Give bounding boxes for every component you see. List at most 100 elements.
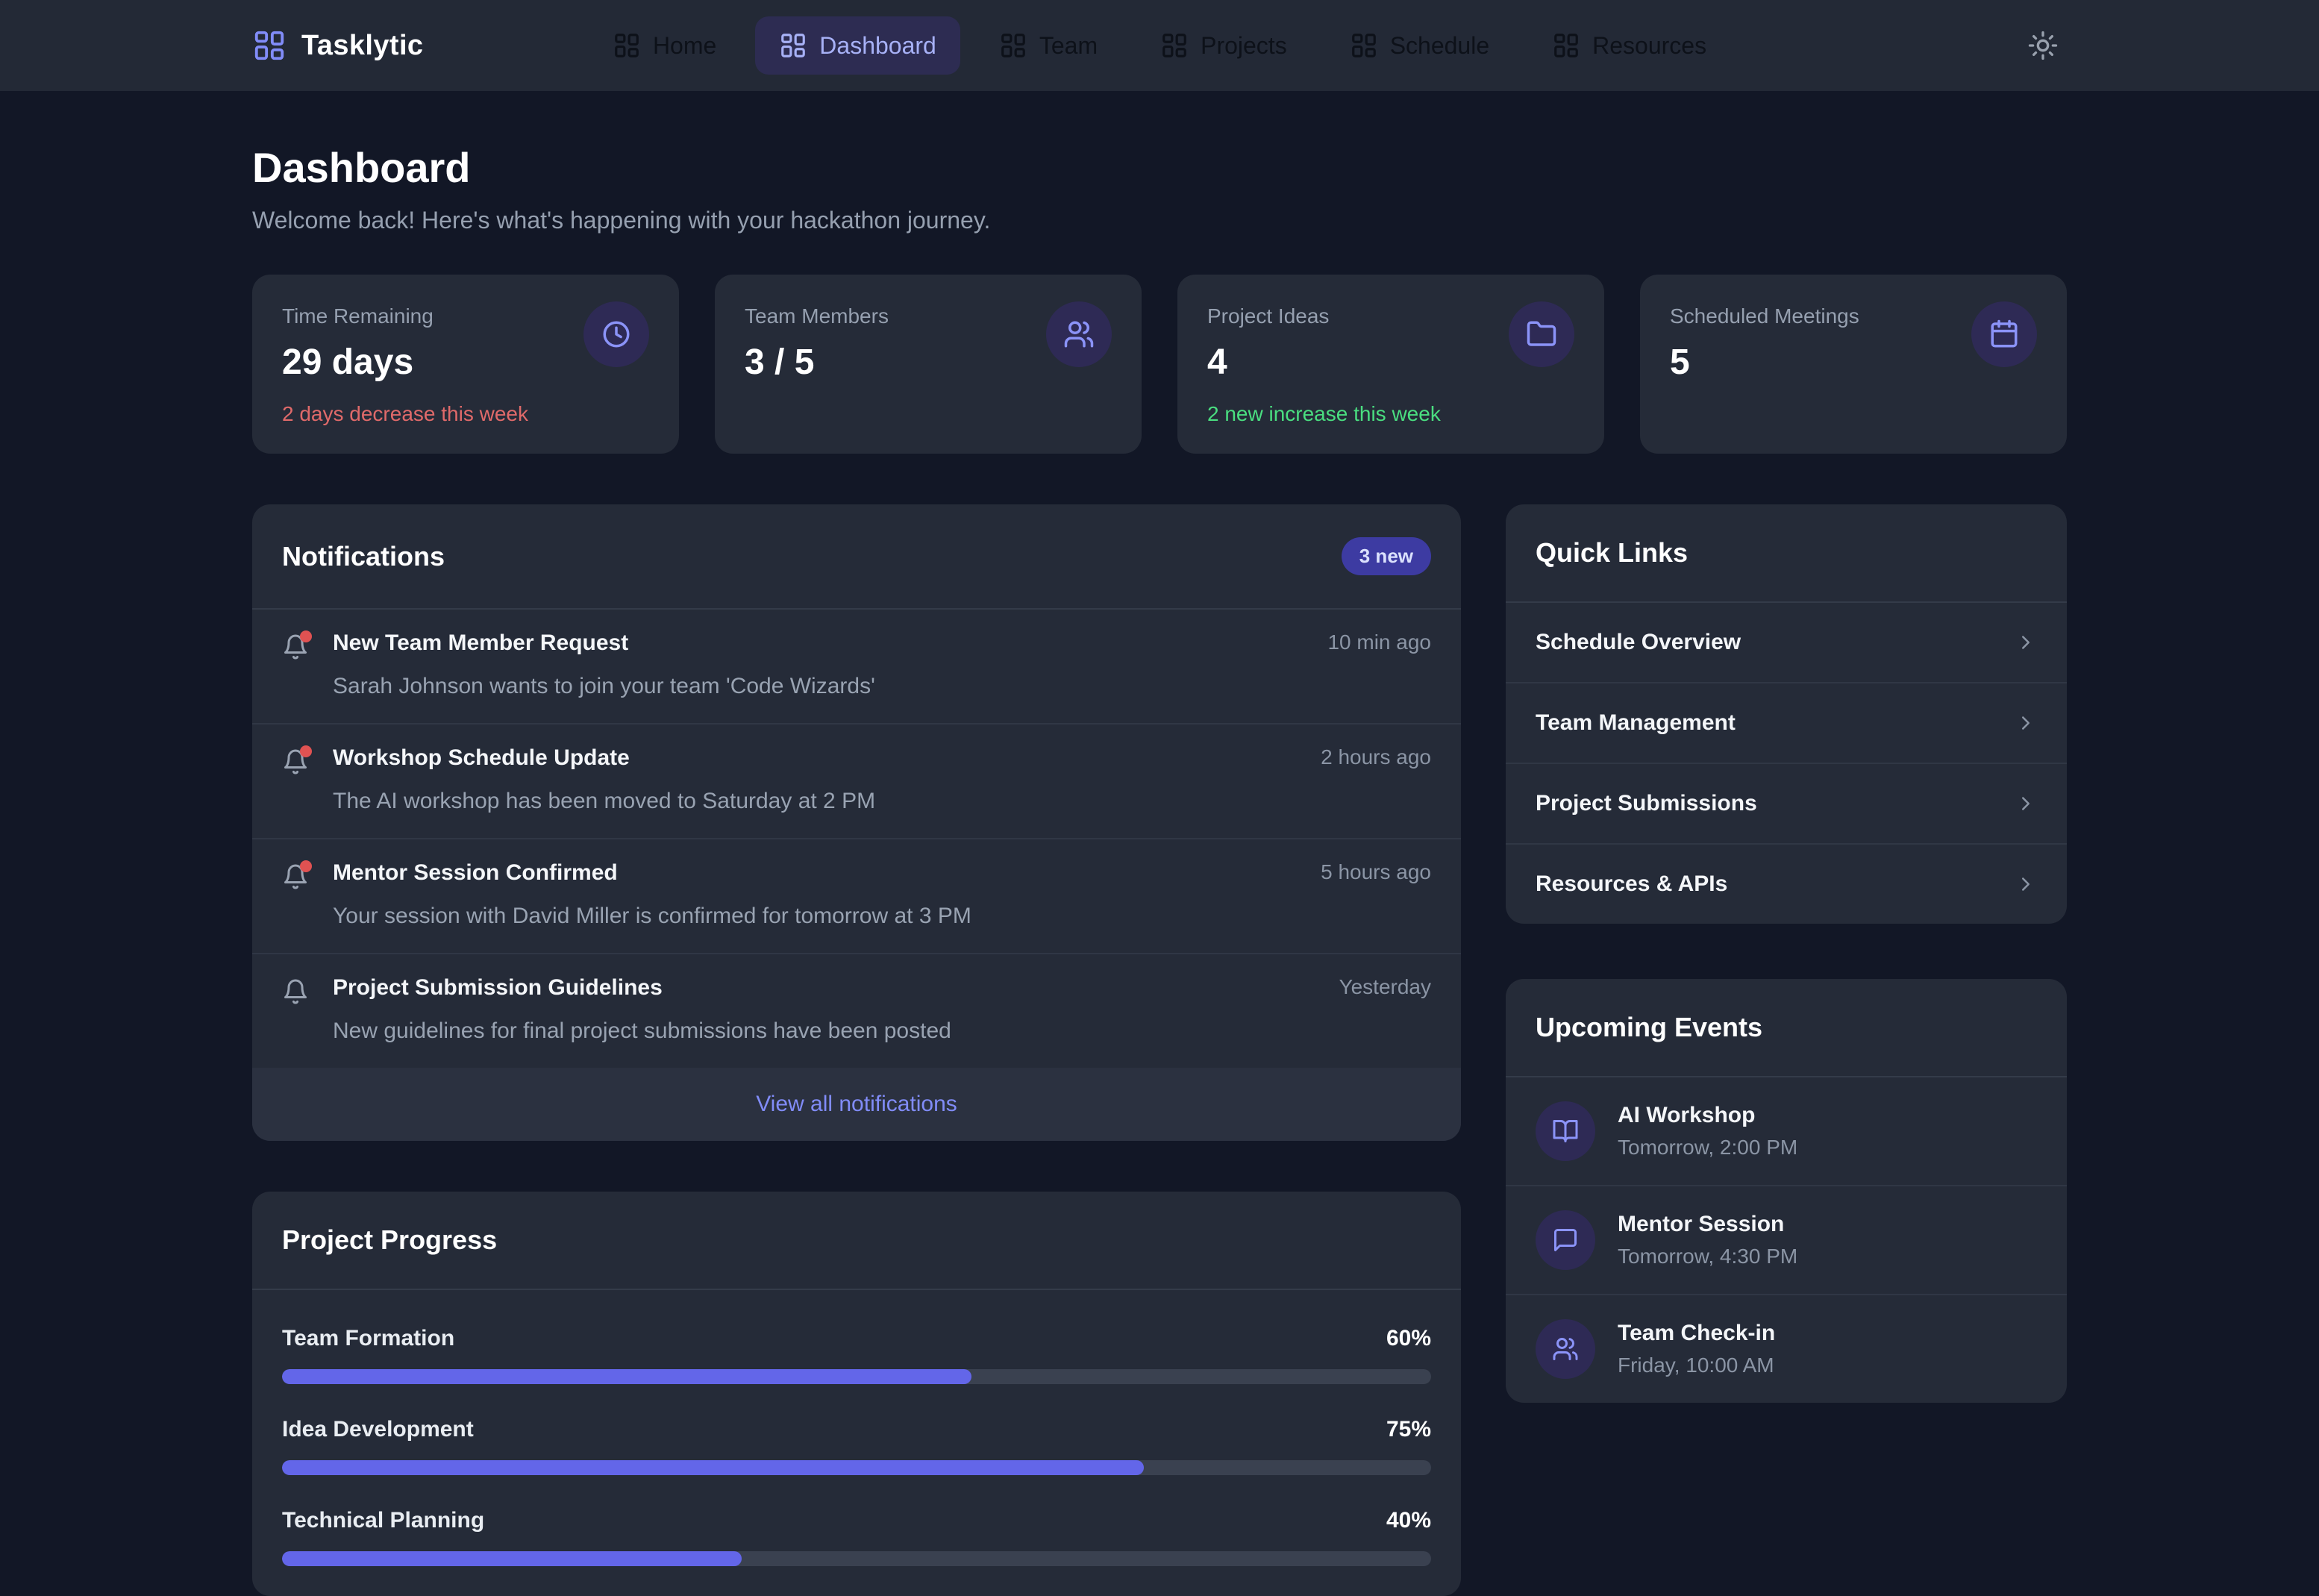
event-title: AI Workshop [1618,1103,1756,1127]
progress-bar-fill [282,1460,1144,1475]
event-item-ai-workshop[interactable]: AI Workshop Tomorrow, 2:00 PM [1506,1077,2067,1186]
nav-item-label: Projects [1201,31,1287,59]
quick-links-title: Quick Links [1536,537,1689,568]
dashboard-grid-icon [615,34,639,57]
nav-item-schedule[interactable]: Schedule [1326,16,1513,75]
nav-item-home[interactable]: Home [589,16,740,75]
page-title: Dashboard [252,144,471,191]
notification-title: Workshop Schedule Update [333,745,630,770]
notification-item[interactable]: Mentor Session Confirmed 5 hours ago You… [252,839,1461,954]
quick-link-label: Schedule Overview [1536,630,1741,654]
nav-item-dashboard[interactable]: Dashboard [755,16,960,75]
progress-bar-track [282,1460,1431,1475]
notifications-title: Notifications [282,540,445,572]
view-all-notifications-label: View all notifications [756,1092,957,1116]
bell-icon [282,860,312,893]
notification-description: Sarah Johnson wants to join your team 'C… [333,674,875,698]
nav-item-label: Resources [1592,31,1707,59]
progress-label: Team Formation [282,1326,455,1351]
upcoming-events-panel: Upcoming Events AI Workshop Tomorrow, 2:… [1506,979,2067,1403]
nav-item-resources[interactable]: Resources [1528,16,1730,75]
nav-item-team[interactable]: Team [975,16,1121,75]
nav-item-projects[interactable]: Projects [1136,16,1311,75]
quick-link-resources-apis[interactable]: Resources & APIs [1506,845,2067,924]
nav-links: Home Dashboard Team Projects Schedule Re… [589,16,1730,75]
event-time: Tomorrow, 4:30 PM [1618,1245,1798,1268]
dashboard-grid-icon [1162,34,1186,57]
dashboard-grid-icon [1351,34,1376,57]
nav-item-label: Home [652,31,717,59]
project-progress-panel: Project Progress Team Formation 60% Idea… [252,1192,1461,1596]
quick-links-panel: Quick Links Schedule Overview Team Manag… [1506,504,2067,924]
progress-label: Idea Development [282,1417,474,1442]
stat-value: 3 / 5 [745,342,815,382]
quick-link-schedule-overview[interactable]: Schedule Overview [1506,603,2067,683]
chevron-right-icon [2022,716,2029,730]
brand-logo-icon [252,28,287,63]
users-icon [1046,301,1112,367]
view-all-notifications-button[interactable]: View all notifications [252,1068,1461,1141]
unread-dot [300,860,312,872]
stat-value: 5 [1670,342,1690,382]
unread-dot [300,745,312,757]
progress-bar-track [282,1369,1431,1384]
stat-delta: 2 new increase this week [1207,402,1441,425]
notifications-count-badge: 3 new [1341,537,1431,575]
nav-item-label: Dashboard [819,31,936,59]
quick-link-project-submissions[interactable]: Project Submissions [1506,764,2067,845]
notification-item[interactable]: Project Submission Guidelines Yesterday … [252,954,1461,1068]
notification-title: Project Submission Guidelines [333,975,663,1000]
stat-label: Project Ideas [1207,304,1330,328]
notification-time: 2 hours ago [1321,745,1431,769]
stat-label: Team Members [745,304,889,328]
notifications-panel: Notifications 3 new New Team Member Requ… [252,504,1461,1141]
progress-bar-fill [282,1551,742,1566]
progress-row: Technical Planning 40% [282,1508,1431,1566]
stat-delta: 2 days decrease this week [282,402,528,425]
quick-link-label: Resources & APIs [1536,871,1728,896]
dashboard-grid-icon [1554,34,1578,57]
notification-item[interactable]: New Team Member Request 10 min ago Sarah… [252,610,1461,725]
nav-item-label: Team [1039,31,1098,59]
event-item-team-check-in[interactable]: Team Check-in Friday, 10:00 AM [1506,1295,2067,1403]
theme-toggle-button[interactable] [2019,22,2067,69]
main-content: Dashboard Welcome back! Here's what's ha… [252,91,2067,1596]
top-nav: Tasklytic Home Dashboard Team Projects S… [0,0,2319,91]
stat-label: Scheduled Meetings [1670,304,1859,328]
stat-card-project-ideas: Project Ideas 4 2 new increase this week [1177,275,1604,454]
event-title: Team Check-in [1618,1321,1776,1345]
progress-percent: 75% [1386,1417,1431,1442]
bell-icon [282,978,309,1008]
event-item-mentor-session[interactable]: Mentor Session Tomorrow, 4:30 PM [1506,1186,2067,1295]
quick-link-team-management[interactable]: Team Management [1506,683,2067,764]
progress-row: Team Formation 60% [282,1326,1431,1384]
progress-bar-fill [282,1369,971,1384]
brand-name: Tasklytic [301,29,424,61]
project-progress-title: Project Progress [282,1224,498,1255]
stat-label: Time Remaining [282,304,434,328]
stats-row: Time Remaining 29 days 2 days decrease t… [252,275,2067,454]
progress-percent: 60% [1386,1326,1431,1351]
notification-time: 10 min ago [1327,630,1431,654]
notification-description: New guidelines for final project submiss… [333,1018,951,1043]
upcoming-events-title: Upcoming Events [1536,1012,1763,1042]
notification-item[interactable]: Workshop Schedule Update 2 hours ago The… [252,725,1461,839]
bell-icon [282,630,312,663]
event-title: Mentor Session [1618,1212,1785,1236]
stat-value: 4 [1207,342,1227,382]
quick-links-header: Quick Links [1506,504,2067,603]
book-open-icon [1536,1101,1595,1161]
progress-percent: 40% [1386,1508,1431,1533]
progress-bar-track [282,1551,1431,1566]
message-icon [1536,1210,1595,1270]
notification-description: Your session with David Miller is confir… [333,904,971,928]
notification-time: Yesterday [1339,975,1432,998]
chevron-right-icon [2022,797,2029,810]
brand: Tasklytic [252,28,589,63]
chevron-right-icon [2022,636,2029,649]
unread-dot [300,630,312,642]
quick-link-label: Team Management [1536,710,1736,735]
notification-title: Mentor Session Confirmed [333,860,618,885]
progress-label: Technical Planning [282,1508,485,1533]
notification-title: New Team Member Request [333,630,629,655]
